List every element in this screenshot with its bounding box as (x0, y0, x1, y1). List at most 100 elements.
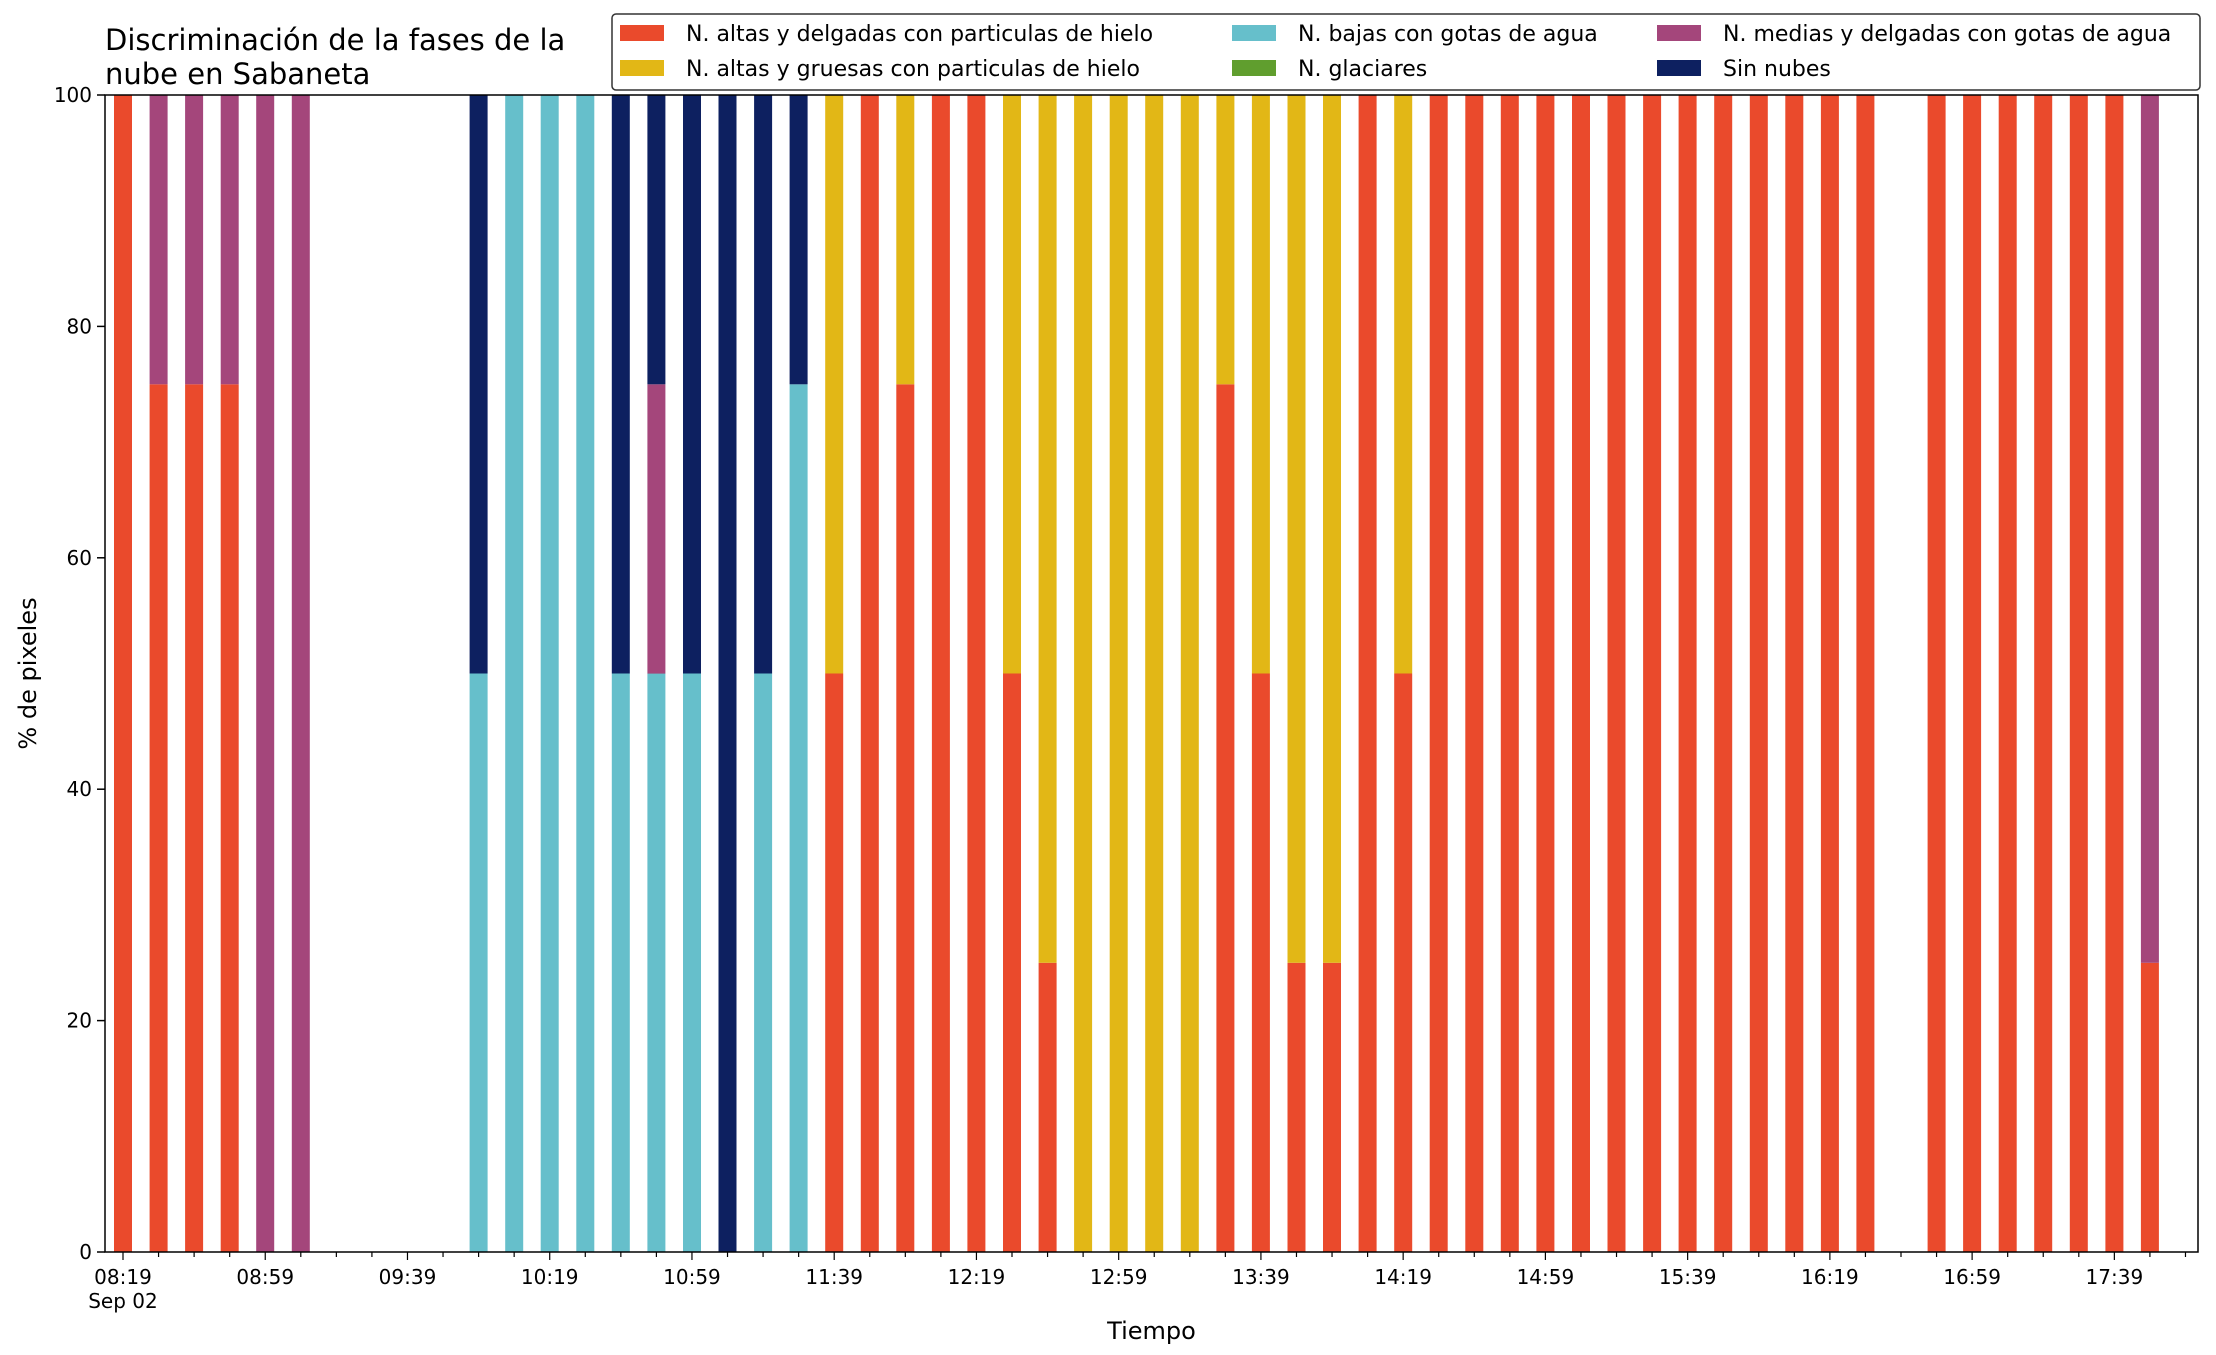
bar-segment (1074, 95, 1093, 1252)
bar-segment (754, 95, 773, 674)
bar-segment (1251, 673, 1270, 1252)
bar-segment (825, 95, 844, 674)
bar-segment (2140, 962, 2159, 1253)
bar-segment (1572, 95, 1590, 1252)
bar-segment (647, 95, 666, 385)
y-tick-label: 80 (67, 314, 92, 338)
x-tick-label: 09:39 (379, 1265, 437, 1289)
bar-segment (896, 95, 915, 385)
bar-segment (1998, 95, 2017, 1252)
bar-segment (1038, 95, 1057, 963)
x-tick-label: 14:59 (1517, 1265, 1575, 1289)
chart-title-line-1: Discriminación de la fases de la (105, 23, 565, 57)
bar-segment (647, 673, 666, 1252)
legend-label: N. medias y delgadas con gotas de agua (1723, 22, 2171, 47)
x-tick-label: 16:19 (1801, 1265, 1859, 1289)
bar-segment (1003, 95, 1021, 674)
bar-segment (1109, 95, 1128, 1252)
bar-segment (1465, 95, 1484, 1252)
bar-segment (1927, 95, 1946, 1252)
bar-segment (256, 95, 275, 1252)
bar-segment (149, 384, 168, 1253)
x-tick-label: 12:19 (948, 1265, 1006, 1289)
bar-segment (825, 673, 844, 1252)
legend-label: N. altas y delgadas con particulas de hi… (686, 22, 1153, 47)
plot-frame (104, 94, 2199, 1253)
x-tick-label: 14:19 (1374, 1265, 1432, 1289)
bar-segment (1323, 962, 1341, 1253)
bar-segment (1323, 95, 1341, 963)
bar-segment (1678, 95, 1697, 1252)
y-tick-label: 40 (67, 777, 92, 801)
x-tick-label: 10:59 (663, 1265, 721, 1289)
bar-segment (683, 95, 701, 674)
bar-segment (1714, 95, 1733, 1252)
x-tick-sublabel: Sep 02 (88, 1289, 158, 1313)
bar-segment (1394, 673, 1413, 1252)
bar-segment (540, 95, 559, 1252)
bar-segment (469, 673, 488, 1252)
bar-segment (1607, 95, 1626, 1252)
bar-segment (789, 95, 808, 385)
bar-segment (2105, 95, 2124, 1252)
legend-swatch (620, 60, 664, 76)
x-tick-label: 16:59 (1943, 1265, 2001, 1289)
bar-segment (1003, 673, 1021, 1252)
bar-segment (1251, 95, 1270, 674)
bar-segment (1500, 95, 1519, 1252)
x-tick-label: 15:39 (1659, 1265, 1717, 1289)
x-tick-label: 13:39 (1232, 1265, 1290, 1289)
legend-label: N. glaciares (1298, 57, 1427, 82)
y-tick-label: 60 (67, 546, 92, 570)
legend-swatch (1657, 25, 1701, 41)
x-tick-label: 17:39 (2086, 1265, 2144, 1289)
y-tick-label: 100 (54, 83, 92, 107)
bar-segment (185, 95, 204, 385)
bar-segment (931, 95, 950, 1252)
bar-segment (967, 95, 986, 1252)
bar-segment (1216, 384, 1235, 1253)
bar-segment (1820, 95, 1839, 1252)
x-axis-label: Tiempo (1106, 1317, 1196, 1345)
x-tick-label: 10:19 (521, 1265, 579, 1289)
bar-segment (718, 95, 737, 1252)
bar-segment (469, 95, 488, 674)
bar-segment (1038, 962, 1057, 1253)
bar-segment (505, 95, 524, 1252)
bar-segment (185, 384, 204, 1253)
x-tick-label: 12:59 (1090, 1265, 1148, 1289)
y-tick-label: 0 (79, 1240, 92, 1264)
bar-segment (1394, 95, 1413, 674)
bar-segment (896, 384, 915, 1253)
bar-segment (114, 95, 132, 1252)
bar-segment (149, 95, 168, 385)
legend-box (611, 13, 2201, 91)
bar-segment (1785, 95, 1804, 1252)
legend-label: N. bajas con gotas de agua (1298, 22, 1598, 47)
bar-segment (1749, 95, 1768, 1252)
bar-segment (1429, 95, 1448, 1252)
bar-segment (1856, 95, 1875, 1252)
legend: N. altas y delgadas con particulas de hi… (611, 13, 2201, 91)
bar-segment (2069, 95, 2088, 1252)
bar-segment (1145, 95, 1164, 1252)
y-axis: 0 20 40 60 80 100 (54, 83, 105, 1264)
bar-segment (754, 673, 773, 1252)
bar-segment (1216, 95, 1235, 385)
bar-segment (683, 673, 701, 1252)
bar-segment (789, 384, 808, 1253)
bar-segment (220, 95, 239, 385)
legend-swatch (620, 25, 664, 41)
bar-segment (1643, 95, 1662, 1252)
bar-segment (1287, 962, 1306, 1253)
bar-segment (1963, 95, 1982, 1252)
bar-segment (2140, 95, 2159, 963)
y-tick-label: 20 (67, 1009, 92, 1033)
bars-layer (114, 95, 2159, 1253)
x-tick-label: 11:39 (805, 1265, 863, 1289)
legend-label: Sin nubes (1723, 57, 1831, 82)
legend-label: N. altas y gruesas con particulas de hie… (686, 57, 1140, 82)
chart-title-line-2: nube en Sabaneta (105, 57, 370, 91)
y-axis-label: % de pixeles (14, 597, 42, 749)
